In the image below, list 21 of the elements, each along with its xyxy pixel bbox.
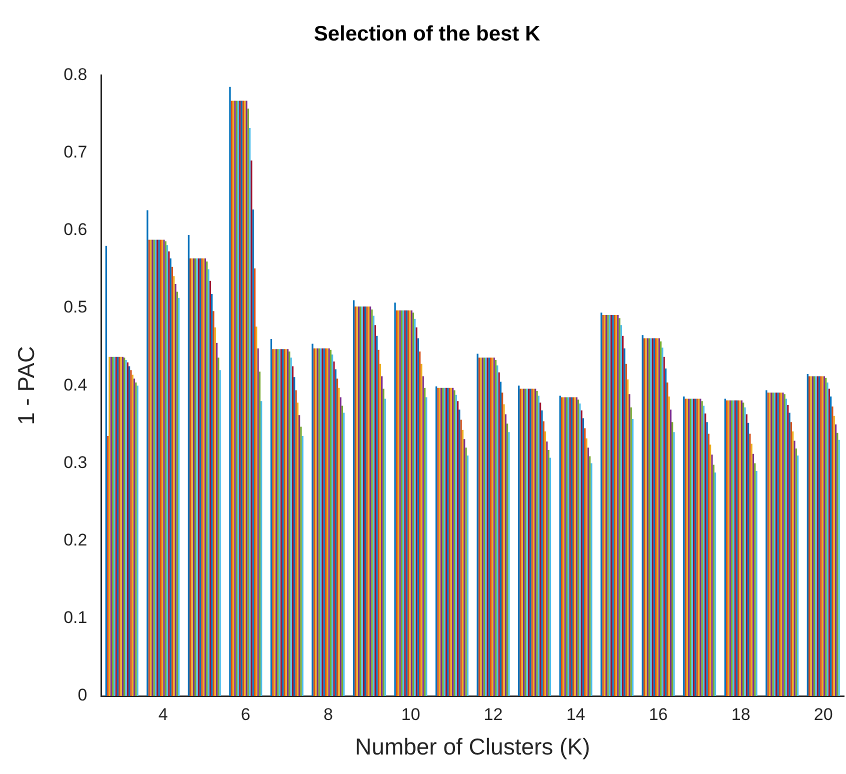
x-tick-label: 10 (401, 704, 420, 724)
y-axis-title: 1 - PAC (13, 346, 40, 426)
x-tick-label: 14 (566, 704, 586, 724)
y-tick-label: 0.7 (64, 142, 88, 162)
y-tick-label: 0.5 (64, 298, 88, 317)
y-tick-label: 0 (78, 686, 88, 705)
y-tick-label: 0.4 (64, 375, 88, 394)
y-tick-label: 0.2 (64, 530, 88, 550)
x-tick-label: 4 (158, 704, 168, 724)
x-tick-label: 20 (814, 704, 833, 724)
x-tick-label: 12 (484, 704, 503, 724)
x-tick-label: 16 (648, 704, 668, 724)
y-tick-label: 0.8 (64, 64, 88, 84)
chart-title: Selection of the best K (314, 22, 540, 46)
x-tick-label: 18 (731, 704, 750, 724)
y-tick-label: 0.1 (64, 608, 88, 628)
y-tick-label: 0.6 (64, 220, 88, 240)
x-tick-label: 8 (323, 704, 333, 724)
x-tick-label: 6 (240, 704, 250, 724)
x-axis-title: Number of Clusters (K) (355, 734, 590, 760)
y-tick-label: 0.3 (64, 452, 88, 472)
